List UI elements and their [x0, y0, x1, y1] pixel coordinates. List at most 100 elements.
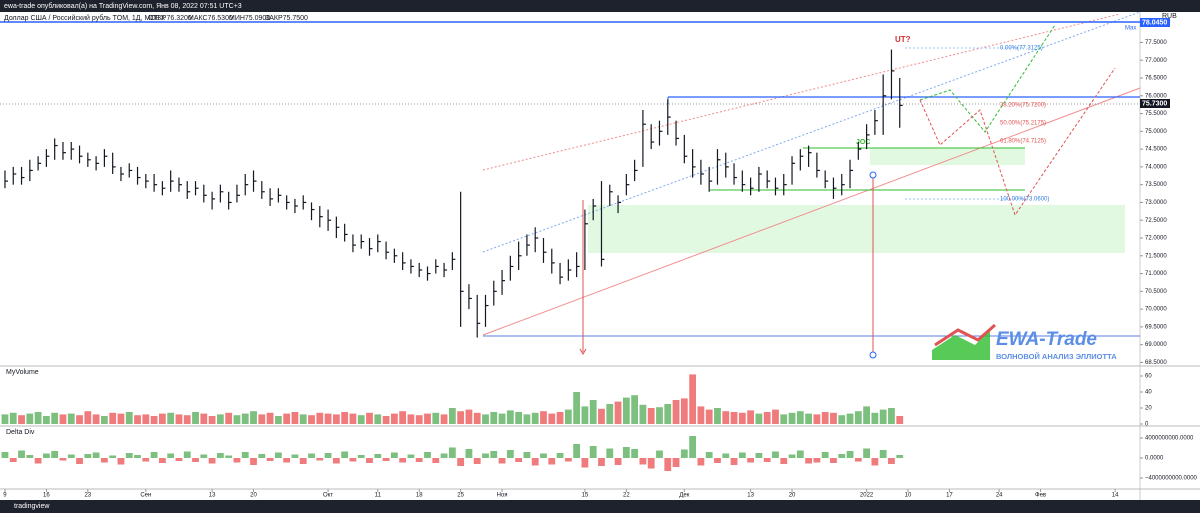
volume-bar [167, 412, 175, 424]
y-tick-label: 75.5000 [1145, 111, 1167, 117]
volume-bar [415, 415, 423, 424]
ohlc-low: МИН75.0900 [229, 15, 270, 22]
ohlc-high: МАКС76.5300 [188, 15, 233, 22]
delta-bar [830, 458, 837, 463]
delta-bar [498, 458, 506, 464]
delta-bar [796, 450, 804, 458]
delta-bar [639, 458, 647, 465]
volume-bar [216, 414, 224, 424]
x-tick-label: 20 [789, 493, 796, 499]
y-tick-label: 72.5000 [1145, 218, 1167, 224]
delta-bar [772, 451, 779, 458]
fib-label: 0.00%(77.3125) [1000, 46, 1043, 52]
delta-bar [730, 458, 738, 465]
volume-bar [109, 412, 117, 424]
delta-bar [216, 453, 224, 458]
delta-bar [863, 448, 870, 458]
volume-bar [714, 408, 721, 424]
delta-bar [473, 458, 481, 464]
volume-bar [498, 413, 506, 424]
y-tick-label: 68.5000 [1145, 360, 1167, 366]
marker [869, 351, 877, 359]
volume-bar [531, 412, 539, 424]
volume-bar [581, 406, 589, 424]
volume-bar [233, 415, 241, 424]
volume-bar [879, 409, 887, 424]
volume-bar [150, 416, 158, 424]
volume-bar [830, 412, 837, 424]
projection [919, 24, 1056, 133]
volume-bar [854, 411, 862, 424]
volume-tick-label: 40 [1145, 390, 1152, 396]
volume-bar [258, 414, 266, 424]
delta-bar [888, 458, 895, 464]
delta-bar [167, 453, 175, 458]
x-tick-label: 16 [43, 493, 50, 499]
volume-bar [42, 416, 50, 424]
projection [919, 67, 1116, 217]
delta-bar [457, 458, 465, 466]
volume-bar [332, 414, 340, 424]
delta-bar [183, 451, 191, 458]
delta-bar [722, 453, 730, 458]
volume-bar [67, 413, 75, 424]
delta-bar [42, 453, 50, 458]
volume-bar [117, 413, 125, 424]
volume-bar [374, 414, 382, 424]
volume-bar [622, 397, 630, 424]
volume-bar [772, 409, 779, 424]
delta-bar [788, 454, 796, 458]
delta-bar [299, 458, 307, 464]
volume-bar [241, 413, 249, 424]
delta-bar [689, 436, 697, 458]
delta-bar [291, 454, 299, 458]
currency: RUB [1162, 13, 1177, 20]
delta-bar [382, 458, 390, 461]
volume-bar [888, 408, 895, 424]
volume-bar [208, 416, 216, 424]
fib-label: 61.80%(74.7125) [1000, 139, 1046, 145]
delta-bar [755, 453, 763, 458]
x-tick-label: 25 [457, 493, 464, 499]
volume-bar [747, 410, 755, 424]
volume-bar [225, 412, 233, 424]
delta-bar [482, 453, 489, 458]
volume-bar [656, 407, 663, 424]
delta-bar [9, 458, 17, 462]
y-tick-label: 77.5000 [1145, 40, 1167, 46]
y-tick-label: 74.5000 [1145, 147, 1167, 153]
delta-bar [407, 454, 415, 458]
x-tick-label: 13 [209, 493, 216, 499]
volume-bar [390, 413, 398, 424]
x-tick-label: Окт [323, 493, 333, 499]
volume-bar [158, 413, 166, 424]
volume-bar [432, 412, 440, 424]
volume-bar [142, 414, 150, 424]
y-tick-label: 76.5000 [1145, 76, 1167, 82]
volume-bar [84, 411, 92, 424]
y-tick-label: 73.0000 [1145, 200, 1167, 206]
volume-bar [250, 411, 257, 424]
volume-bar [308, 415, 315, 424]
delta-bar [846, 451, 854, 458]
delta-bar [896, 455, 904, 458]
x-tick-label: Фев [1035, 493, 1046, 499]
delta-bar [556, 453, 564, 458]
delta-bar [233, 458, 241, 463]
volume-bar [1, 414, 9, 424]
arrow-head [579, 348, 587, 355]
logo-subtitle: ВОЛНОВОЙ АНАЛИЗ ЭЛЛИОТТА [996, 352, 1117, 361]
delta-bar [714, 458, 721, 463]
delta-bar [390, 452, 398, 458]
x-tick-label: 10 [905, 493, 912, 499]
annotation: UT? [895, 35, 911, 44]
volume-bar [598, 408, 605, 424]
volume-bar [871, 412, 879, 424]
volume-bar [9, 412, 17, 424]
volume-bar [697, 406, 705, 424]
y-tick-label: 69.5000 [1145, 324, 1167, 330]
x-tick-label: 13 [747, 493, 754, 499]
delta-bar [821, 452, 829, 458]
delta-bar [241, 452, 249, 458]
logo-mark [932, 330, 990, 360]
